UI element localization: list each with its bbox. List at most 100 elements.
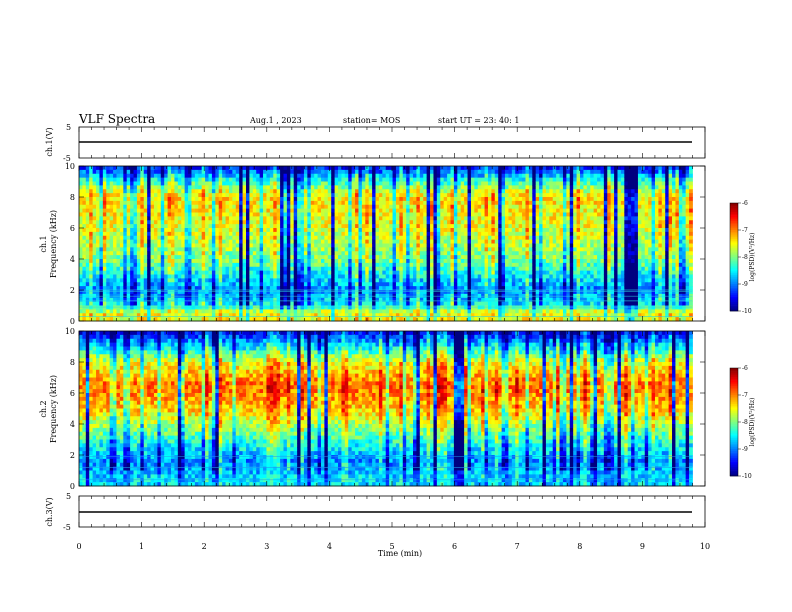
spectrogram-cell [460, 243, 465, 248]
spectrogram-cell [378, 169, 383, 175]
spectrogram-cell [239, 286, 243, 291]
spectrogram-cell [484, 309, 489, 314]
spectrogram-cell [150, 247, 155, 252]
spectrogram-cell [79, 220, 83, 225]
spectrogram-cell [385, 309, 390, 314]
spectrogram-cell [276, 231, 281, 237]
spectrogram-cell [324, 197, 329, 202]
spectrogram-cell [344, 228, 349, 233]
spectrogram-cell [126, 301, 131, 306]
spectrogram-cell [82, 274, 87, 279]
spectrogram-cell [453, 243, 458, 248]
spectrogram-cell [399, 166, 404, 171]
spectrogram-cell [402, 290, 407, 295]
spectrogram-cell [470, 282, 475, 287]
spectrogram-cell [307, 224, 312, 229]
spectrogram-cell [130, 189, 134, 194]
spectrogram-cell [433, 274, 438, 279]
spectrogram-cell [286, 228, 291, 233]
spectrogram-cell [460, 270, 465, 275]
spectrogram-cell [259, 282, 264, 287]
spectrogram-cell [106, 243, 111, 248]
spectrogram-cell [327, 282, 332, 287]
spectrogram-cell [89, 197, 94, 202]
spectrogram-cell [82, 290, 87, 295]
spectrogram-cell [259, 290, 264, 295]
spectrogram-cell [314, 305, 318, 310]
spectrogram-cell [331, 181, 336, 186]
spectrogram-cell [160, 259, 165, 264]
spectrogram-cell [341, 305, 346, 310]
spectrogram-cell [314, 239, 318, 244]
spectrogram-cell [443, 239, 448, 244]
spectrogram-cell [153, 197, 158, 202]
spectrogram-cell [392, 274, 397, 279]
spectrogram-cell [188, 208, 192, 213]
spectrogram-cell [181, 185, 186, 190]
spectrogram-cell [324, 177, 329, 182]
spectrogram-cell [341, 220, 346, 225]
spectrogram-cell [409, 189, 414, 194]
spectrogram-cell [426, 197, 431, 202]
spectrogram-cell [92, 235, 97, 241]
spectrogram-cell [198, 169, 203, 175]
spectrogram-cell [470, 169, 475, 175]
spectrogram-cell [389, 266, 393, 272]
spectrogram-cell [239, 193, 243, 198]
spectrogram-cell [327, 231, 332, 237]
spectrogram-cell [487, 185, 492, 190]
spectrogram-cell [280, 317, 284, 322]
spectrogram-cell [222, 259, 226, 264]
spectrogram-cell [164, 266, 169, 272]
spectrogram-cell [102, 181, 107, 186]
spectrogram-cell [184, 313, 189, 318]
spectrogram-cell [481, 317, 485, 322]
spectrogram-cell [467, 286, 472, 291]
spectrogram-cell [419, 266, 424, 272]
spectrogram-cell [157, 301, 162, 306]
spectrogram-cell [320, 204, 325, 210]
spectrogram-cell [246, 185, 250, 190]
spectrogram-cell [457, 212, 462, 217]
spectrogram-cell [419, 204, 424, 210]
spectrogram-cell [467, 228, 472, 233]
spectrogram-cell [102, 224, 107, 229]
spectrogram-cell [222, 270, 226, 275]
spectrogram-cell [96, 297, 100, 303]
spectrogram-cell [92, 259, 97, 264]
spectrogram-cell [419, 224, 424, 229]
spectrogram-cell [123, 305, 128, 310]
spectrogram-cell [211, 255, 216, 260]
spectrogram-cell [300, 200, 305, 206]
spectrogram-cell [457, 313, 462, 318]
spectrogram-cell [334, 301, 339, 306]
spectrogram-cell [119, 239, 124, 244]
spectrogram-cell [419, 305, 424, 310]
spectrogram-cell [119, 262, 124, 268]
spectrogram-cell [331, 228, 336, 233]
spectrogram-cell [96, 255, 100, 260]
spectrogram-cell [119, 235, 124, 241]
spectrogram-cell [406, 286, 410, 291]
spectrogram-cell [246, 305, 250, 310]
spectrogram-cell [378, 193, 383, 198]
spectrogram-cell [409, 313, 414, 318]
spectrogram-cell [113, 274, 117, 279]
spectrogram-cell [252, 173, 257, 179]
spectrogram-cell [344, 305, 349, 310]
spectrogram-cell [194, 286, 199, 291]
spectrogram-cell [477, 243, 482, 248]
spectrogram-cell [160, 243, 165, 248]
spectrogram-cell [119, 220, 124, 225]
spectrogram-cell [378, 231, 383, 237]
spectrogram-cell [467, 278, 472, 283]
spectrogram-cell [413, 266, 417, 272]
spectrogram-cell [215, 286, 220, 291]
spectrogram-cell [242, 278, 247, 283]
spectrogram-cell [126, 305, 131, 310]
spectrogram-cell [307, 197, 312, 202]
spectrogram-cell [215, 235, 220, 241]
spectrogram-cell [447, 290, 451, 295]
spectrogram-cell [382, 181, 387, 186]
spectrogram-cell [372, 212, 376, 217]
